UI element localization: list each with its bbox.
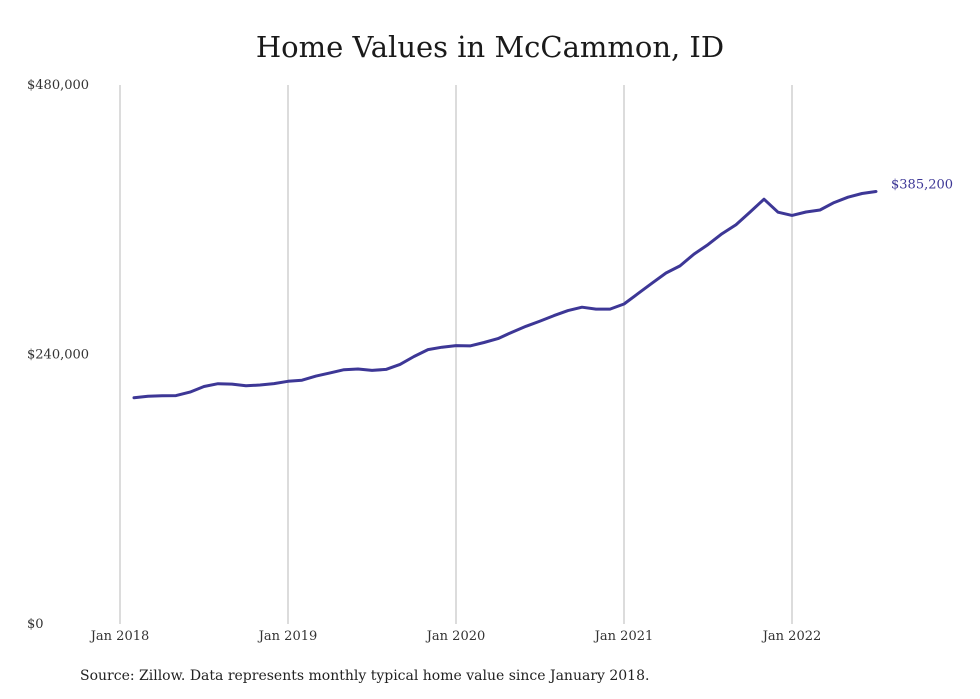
x-tick-label-3: Jan 2021 bbox=[593, 629, 654, 644]
y-tick-label-2: $480,000 bbox=[27, 78, 89, 93]
y-tick-label-0: $0 bbox=[27, 617, 44, 632]
chart-title: Home Values in McCammon, ID bbox=[255, 30, 725, 64]
series-layer bbox=[132, 190, 878, 400]
end-label-layer: $385,200 bbox=[891, 177, 953, 192]
series-line-0 bbox=[132, 190, 878, 400]
source-note: Source: Zillow. Data represents monthly … bbox=[80, 668, 650, 684]
end-value-label: $385,200 bbox=[891, 177, 953, 192]
x-tick-label-4: Jan 2022 bbox=[761, 629, 822, 644]
x-axis: Jan 2018 Jan 2019 Jan 2020 Jan 2021 Jan 2022 bbox=[89, 629, 822, 644]
x-tick-label-2: Jan 2020 bbox=[425, 629, 486, 644]
y-axis: $0 $240,000 $480,000 bbox=[27, 78, 89, 632]
gridlines bbox=[119, 85, 793, 624]
x-tick-label-1: Jan 2019 bbox=[257, 629, 318, 644]
y-tick-label-1: $240,000 bbox=[27, 348, 89, 363]
x-tick-label-0: Jan 2018 bbox=[89, 629, 150, 644]
